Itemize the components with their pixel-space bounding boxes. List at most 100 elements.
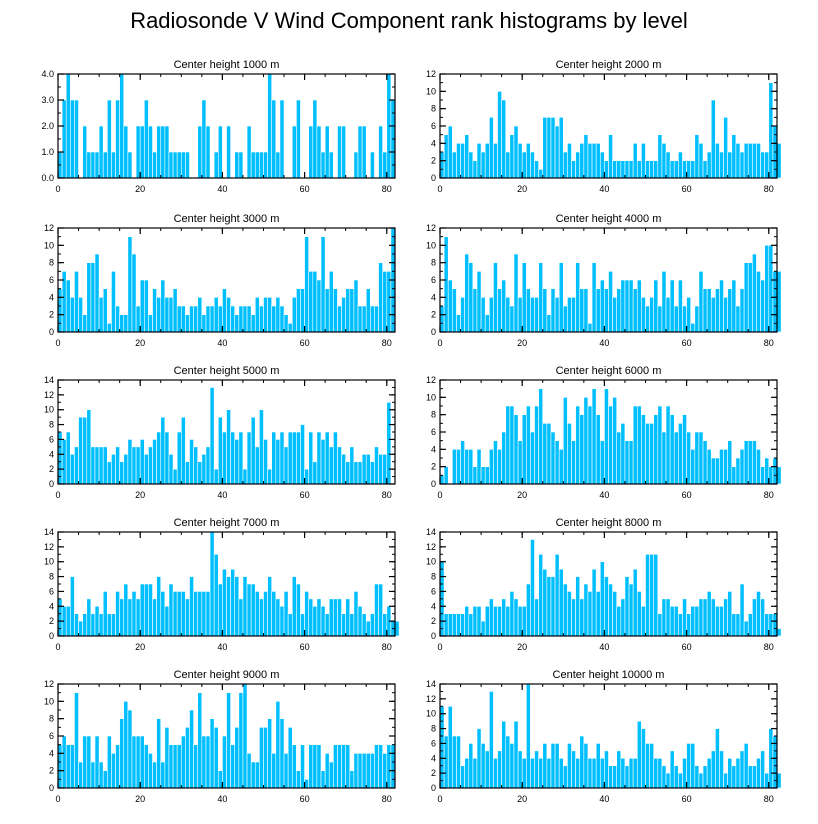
histogram-bar	[226, 297, 231, 333]
panel-title: Center height 3000 m	[174, 213, 280, 225]
histogram-bar	[723, 598, 728, 637]
histogram-bar	[176, 591, 182, 637]
histogram-bar	[628, 160, 634, 179]
histogram-bar	[517, 605, 523, 637]
histogram-bar	[74, 613, 79, 637]
histogram-bar	[94, 605, 100, 637]
y-tick-label: 0	[49, 783, 54, 793]
histogram-bar	[484, 605, 490, 637]
histogram-bar	[493, 143, 498, 179]
histogram-bar	[378, 453, 383, 485]
histogram-bar	[98, 297, 104, 333]
histogram-bar	[135, 598, 141, 637]
histogram-bar	[739, 750, 745, 789]
histogram-bar	[661, 431, 667, 485]
histogram-bar	[735, 143, 741, 179]
histogram-bar	[661, 143, 667, 179]
y-tick-label: 1.0	[41, 147, 54, 157]
histogram-bar	[374, 446, 379, 485]
histogram-bar	[554, 440, 560, 485]
histogram-bar	[628, 279, 634, 333]
histogram-bar	[337, 125, 342, 179]
histogram-bar	[94, 735, 100, 789]
histogram-bar	[464, 449, 470, 485]
histogram-bar	[558, 449, 564, 485]
histogram-bar	[497, 288, 502, 333]
histogram-bar	[164, 125, 170, 179]
histogram-bar	[686, 743, 691, 789]
histogram-bar	[263, 151, 268, 179]
histogram-bar	[222, 735, 227, 789]
histogram-bar	[316, 125, 322, 179]
y-tick-label: 8	[431, 104, 436, 114]
histogram-panel: Center height 7000 m 0 20 40 60 80 0 2 4 6 8 10 12 14	[44, 517, 400, 652]
y-tick-label: 6	[431, 275, 436, 285]
histogram-bar	[246, 305, 252, 333]
histogram-bar	[743, 440, 749, 485]
histogram-bar	[185, 151, 190, 179]
histogram-bar	[361, 305, 367, 333]
histogram-bar	[624, 576, 630, 637]
histogram-bar	[608, 583, 613, 637]
x-tick-label: 20	[135, 794, 145, 804]
histogram-bar	[546, 757, 552, 789]
histogram-bar	[94, 151, 100, 179]
histogram-bar	[217, 583, 223, 637]
y-tick-label: 12	[426, 694, 436, 704]
histogram-bar	[345, 288, 351, 333]
histogram-bar	[267, 468, 273, 485]
histogram-bar	[710, 297, 716, 333]
histogram-bar	[501, 279, 507, 333]
histogram-bar	[739, 288, 745, 333]
histogram-bar	[168, 583, 174, 637]
histogram-bar	[715, 728, 720, 789]
y-tick-label: 0	[431, 173, 436, 183]
x-tick-label: 60	[682, 184, 692, 194]
histogram-bar	[234, 727, 240, 789]
histogram-bar	[312, 271, 318, 333]
histogram-bar	[526, 583, 531, 637]
histogram-bar	[259, 305, 264, 333]
histogram-bar	[760, 598, 765, 637]
histogram-bar	[164, 605, 170, 637]
histogram-bar	[119, 314, 125, 333]
histogram-bar	[534, 297, 539, 333]
histogram-bar	[439, 705, 445, 789]
histogram-bar	[571, 440, 576, 485]
histogram-bar	[86, 598, 92, 637]
histogram-bar	[620, 423, 626, 485]
histogram-bar	[747, 262, 753, 333]
histogram-bar	[341, 453, 346, 485]
histogram-bar	[747, 613, 753, 637]
histogram-bar	[595, 288, 601, 333]
histogram-bar	[731, 279, 737, 333]
histogram-bar	[649, 297, 655, 333]
histogram-bar	[357, 605, 363, 637]
y-tick-label: 4	[431, 601, 436, 611]
histogram-bar	[554, 553, 560, 637]
y-tick-label: 6	[431, 427, 436, 437]
y-tick-label: 2	[431, 156, 436, 166]
histogram-bar	[682, 757, 687, 789]
histogram-bar	[250, 151, 256, 179]
histogram-bar	[333, 598, 338, 637]
histogram-bar	[205, 125, 211, 179]
histogram-bar	[144, 99, 149, 179]
histogram-bar	[213, 151, 219, 179]
y-tick-label: 0.0	[41, 173, 54, 183]
histogram-bar	[484, 143, 490, 179]
histogram-bar	[743, 262, 749, 333]
y-tick-label: 4.0	[41, 69, 54, 79]
histogram-bar	[378, 262, 383, 333]
histogram-bar	[127, 709, 133, 789]
histogram-bar	[230, 568, 236, 637]
histogram-bar	[632, 288, 638, 333]
histogram-bar	[715, 457, 720, 485]
x-tick-label: 20	[135, 338, 145, 348]
x-tick-label: 20	[517, 338, 527, 348]
y-tick-label: 6	[431, 738, 436, 748]
histogram-bar	[517, 297, 523, 333]
histogram-bar	[653, 553, 659, 637]
histogram-bar	[768, 82, 774, 179]
x-tick-label: 0	[437, 338, 442, 348]
